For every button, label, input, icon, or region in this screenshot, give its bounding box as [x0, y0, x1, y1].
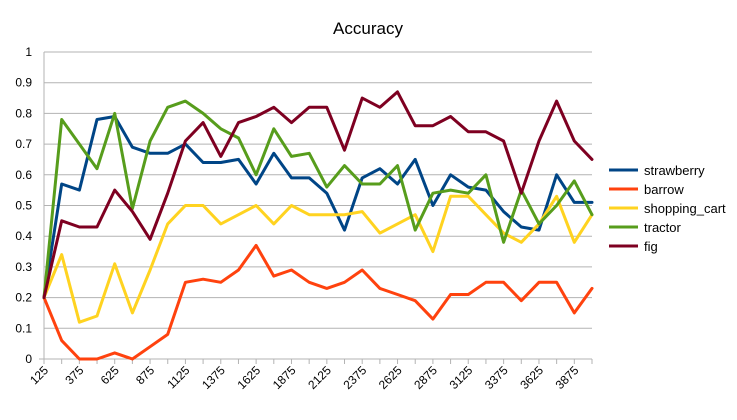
data-series — [42, 90, 594, 361]
gridlines — [44, 51, 592, 329]
y-tick-label: 0.2 — [15, 291, 32, 305]
x-tick-label: 3375 — [482, 363, 511, 392]
y-tick-label: 0 — [25, 352, 32, 366]
x-tick-label: 1625 — [234, 363, 263, 392]
x-tick-label: 3875 — [553, 363, 582, 392]
legend-label: strawberry — [644, 163, 705, 178]
series-line-fig — [42, 90, 594, 300]
legend-label: shopping_cart — [644, 201, 726, 216]
y-tick-label: 0.1 — [15, 321, 32, 335]
y-tick-label: 0.5 — [15, 199, 32, 213]
y-tick-labels: 0 0.1 0.2 0.3 0.4 0.5 0.6 0.7 0.8 0.9 1 — [15, 45, 32, 366]
x-tick-label: 3125 — [447, 363, 476, 392]
y-tick-label: 0.4 — [15, 229, 32, 243]
x-tick-label: 625 — [98, 363, 122, 387]
x-tick-label: 1375 — [199, 363, 228, 392]
x-tick-label: 3625 — [517, 363, 546, 392]
series-line-tractor — [42, 99, 594, 300]
x-tick-label: 2875 — [411, 363, 440, 392]
y-tick-label: 0.7 — [15, 137, 32, 151]
legend-label: fig — [644, 239, 658, 254]
x-tick-label: 125 — [27, 363, 51, 387]
x-tick-label: 2375 — [341, 363, 370, 392]
series-line-strawberry — [42, 115, 594, 300]
y-tick-label: 1 — [25, 45, 32, 59]
x-tick-labels: 125 375 625 875 1125 1375 1625 1875 2125 2375 2625… — [27, 363, 582, 392]
x-tick-label: 1125 — [164, 363, 192, 391]
x-tick-label: 1875 — [270, 363, 299, 392]
x-tick-label: 875 — [133, 363, 157, 387]
y-tick-label: 0.8 — [15, 106, 32, 120]
series-line-barrow — [42, 243, 594, 361]
x-tick-label: 2125 — [305, 363, 334, 392]
y-tick-label: 0.9 — [15, 76, 32, 90]
y-tick-label: 0.3 — [15, 260, 32, 274]
x-tick-label: 375 — [62, 363, 86, 387]
legend-label: barrow — [644, 182, 684, 197]
legend-label: tractor — [644, 220, 682, 235]
x-tick-label: 2625 — [376, 363, 405, 392]
axes — [39, 52, 593, 364]
chart-title: Accuracy — [333, 19, 403, 38]
y-tick-label: 0.6 — [15, 168, 32, 182]
